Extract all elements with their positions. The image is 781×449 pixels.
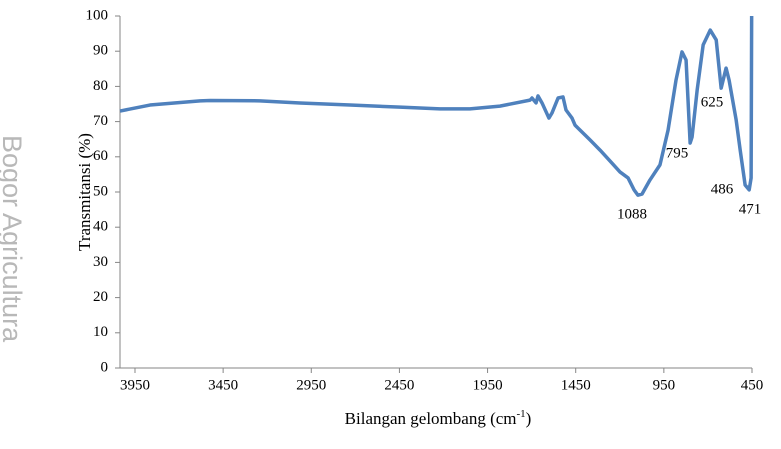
y-tick-label: 60 (93, 148, 108, 164)
x-tick-label: 3950 (120, 377, 150, 393)
y-tick-label: 10 (93, 324, 108, 340)
x-axis-title: Bilangan gelombang (cm-1) (345, 408, 532, 428)
x-axis-title-end: ) (526, 409, 532, 428)
x-axis-title-sup: -1 (517, 408, 526, 420)
x-tick-label: 1950 (473, 377, 503, 393)
y-tick-label: 0 (101, 359, 109, 375)
peak-label: 471 (739, 201, 762, 217)
y-axis-title: Transmitansi (%) (75, 133, 94, 251)
y-tick-label: 20 (93, 289, 108, 305)
x-tick-label: 2950 (296, 377, 326, 393)
x-axis-title-text: Bilangan gelombang (cm (345, 409, 517, 428)
data-line (119, 15, 754, 197)
y-tick-label: 70 (93, 113, 108, 129)
y-tick-label: 40 (93, 219, 108, 235)
peak-label: 1088 (617, 206, 647, 222)
x-tick-label: 450 (741, 377, 764, 393)
x-tick-label: 950 (653, 377, 676, 393)
peak-label: 625 (701, 94, 724, 110)
y-tick-label: 100 (86, 7, 109, 23)
peak-label: 486 (711, 181, 734, 197)
y-tick-label: 30 (93, 254, 108, 270)
y-tick-label: 90 (93, 43, 108, 59)
x-tick-label: 2450 (384, 377, 414, 393)
watermark: Bogor Agricultura (0, 135, 27, 343)
y-tick-label: 50 (93, 183, 108, 199)
y-tick-label: 80 (93, 78, 108, 94)
peak-label: 795 (666, 145, 689, 161)
x-tick-label: 1450 (561, 377, 591, 393)
x-tick-label: 3450 (208, 377, 238, 393)
